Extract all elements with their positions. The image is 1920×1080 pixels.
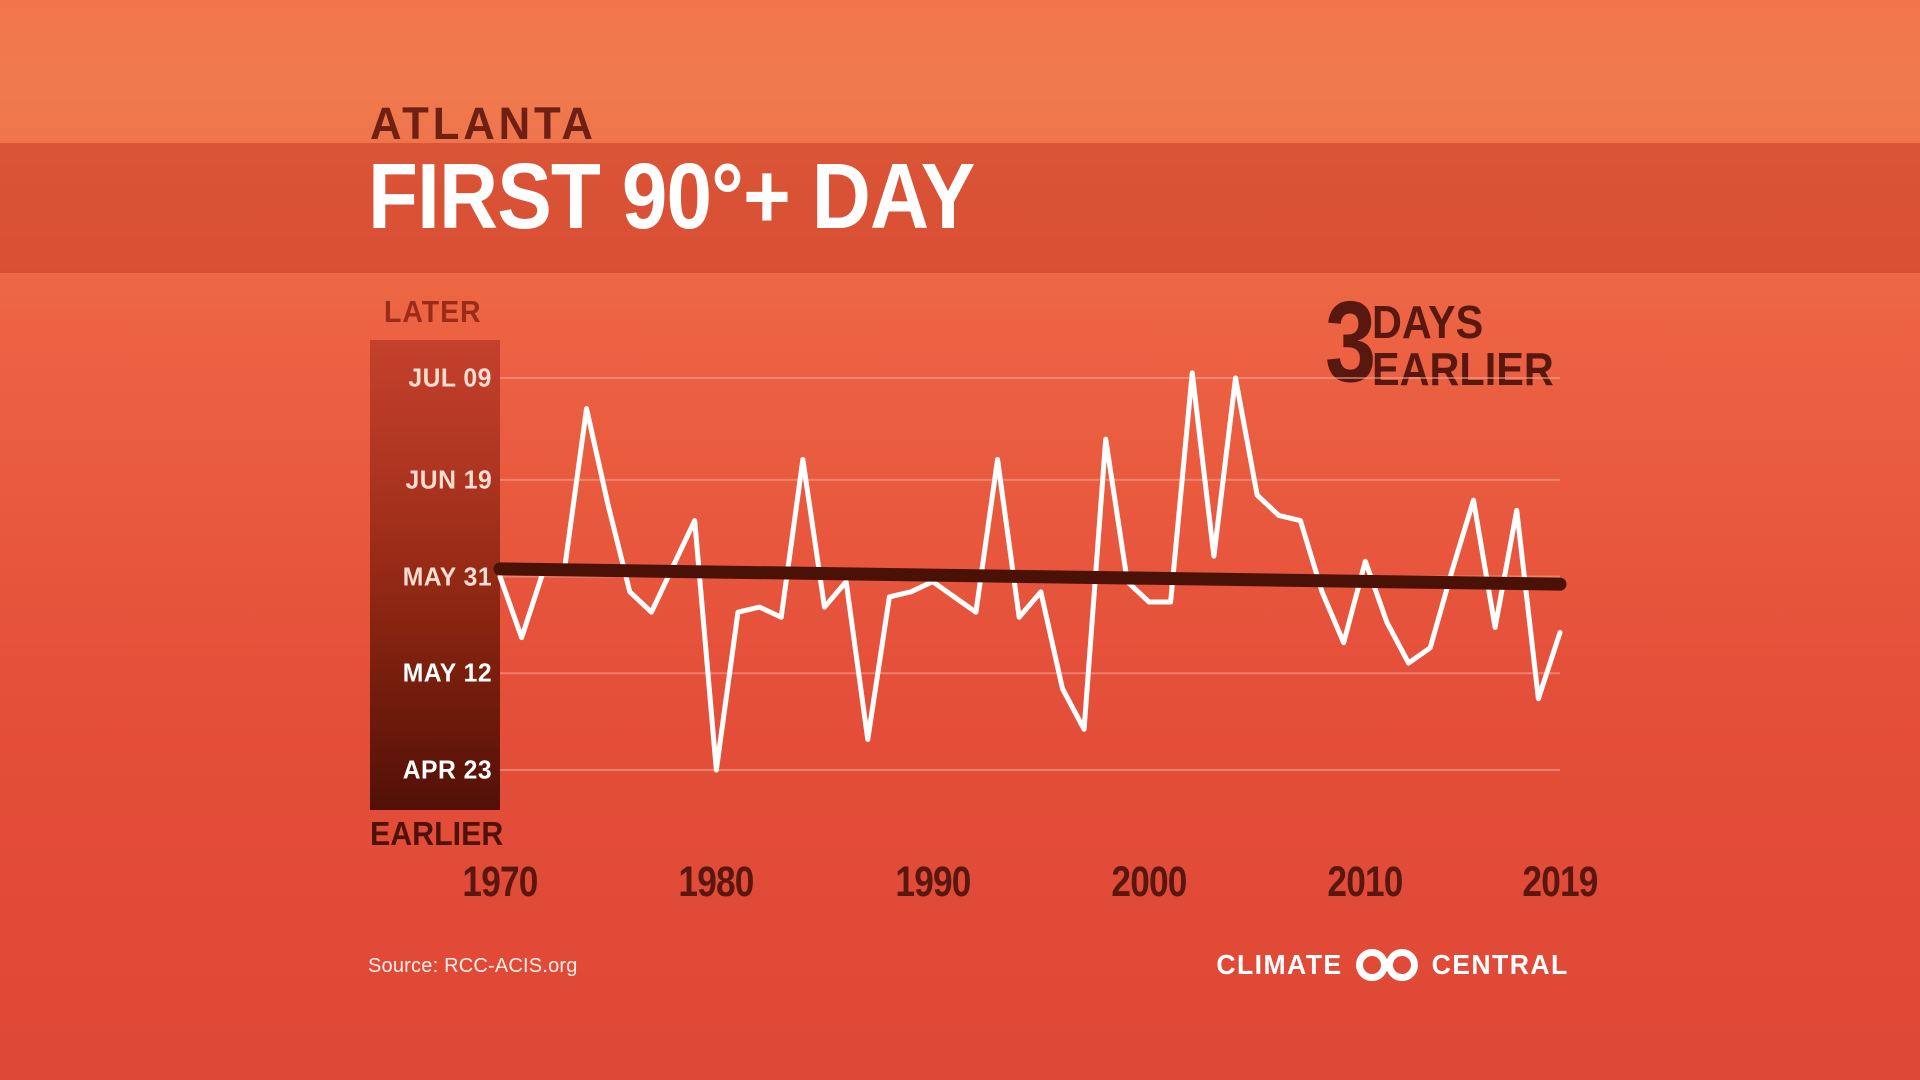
x-axis-tick-label: 1970	[462, 858, 538, 906]
city-name: ATLANTA	[370, 98, 597, 149]
logo-word-right: CENTRAL	[1431, 949, 1569, 980]
x-axis-tick-label: 2019	[1522, 858, 1598, 906]
trend-line	[493, 562, 1567, 591]
y-axis-tick-label: APR 23	[402, 754, 492, 785]
y-axis-tick-label: JUN 19	[405, 464, 492, 495]
stat-unit-line-2: EARLIER	[1371, 342, 1554, 395]
logo-word-left: CLIMATE	[1216, 949, 1343, 980]
axis-direction-later: LATER	[384, 294, 482, 329]
source-attribution: Source: RCC-ACIS.org	[368, 955, 578, 977]
y-axis-scale-bar: JUL 09 JUN 19 MAY 31 MAY 12 APR 23	[370, 340, 500, 810]
logo-ring-left-icon	[1355, 949, 1388, 981]
x-axis-tick-label: 1980	[678, 858, 755, 906]
stat-callout: 3 DAYS EARLIER	[1325, 278, 1574, 406]
title-band	[0, 143, 1920, 273]
logo-rings-icon	[1355, 949, 1418, 981]
stat-unit-line-1: DAYS	[1371, 296, 1484, 348]
x-axis: 1970 1980 1990 2000 2010 2019	[462, 858, 1598, 918]
stat-unit: DAYS EARLIER	[1372, 295, 1554, 393]
x-axis-tick-label: 2000	[1111, 858, 1187, 906]
stat-number: 3	[1325, 278, 1376, 406]
data-series-line	[497, 370, 1563, 773]
y-axis-tick-label: JUL 09	[408, 362, 492, 393]
chart-plot-area	[493, 340, 1567, 810]
chart-svg	[493, 370, 1567, 773]
x-axis-tick-label: 1990	[895, 858, 971, 906]
page-title: FIRST 90°+ DAY	[368, 144, 975, 248]
climate-central-logo: CLIMATE CENTRAL	[1213, 948, 1572, 982]
logo-ring-right-icon	[1385, 949, 1418, 981]
y-axis-tick-label: MAY 12	[402, 657, 492, 688]
y-axis-tick-label: MAY 31	[402, 561, 492, 592]
x-axis-tick-label: 2010	[1327, 858, 1404, 906]
axis-direction-earlier: EARLIER	[370, 815, 504, 852]
